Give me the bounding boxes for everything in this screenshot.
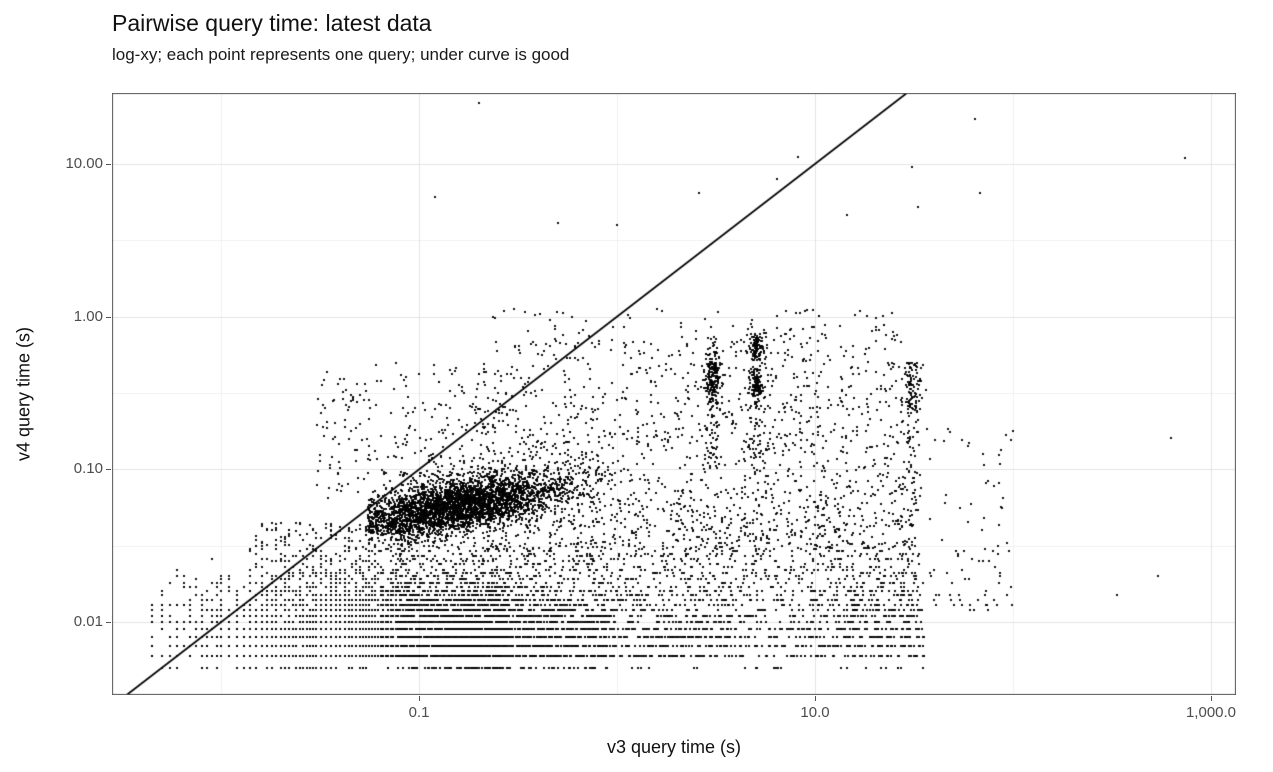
y-axis-title: v4 query time (s)	[13, 326, 34, 462]
y-tick-label: 1.00	[73, 308, 103, 325]
x-tick-label: 10.0	[800, 704, 830, 721]
chart-title: Pairwise query time: latest data	[112, 10, 432, 36]
y-tick-label: 0.01	[73, 613, 103, 630]
x-axis-tick	[419, 696, 420, 701]
x-axis-tick	[815, 696, 816, 701]
y-axis-tick	[106, 164, 111, 165]
x-tick-label: 0.1	[408, 704, 430, 721]
x-tick-label: 1,000.0	[1185, 704, 1237, 721]
x-axis-tick	[1211, 696, 1212, 701]
x-axis-title: v3 query time (s)	[606, 737, 742, 757]
y-axis-tick	[106, 469, 111, 470]
y-axis-tick	[106, 622, 111, 623]
plot-panel	[112, 93, 1236, 695]
chart-subtitle: log-xy; each point represents one query;…	[112, 45, 570, 64]
y-axis-tick	[106, 317, 111, 318]
scatter-points-canvas	[112, 93, 1236, 695]
y-tick-label: 10.00	[65, 155, 103, 172]
y-tick-label: 0.10	[73, 460, 103, 477]
